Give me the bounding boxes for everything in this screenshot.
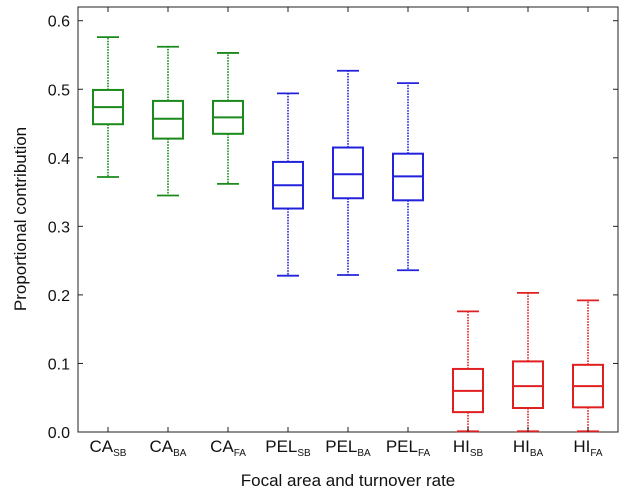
x-tick-label-main: HI bbox=[513, 437, 530, 456]
iqr-box bbox=[332, 146, 364, 200]
box-hi-ba bbox=[512, 291, 544, 433]
x-tick-label-main: CA bbox=[150, 437, 174, 456]
x-tick-label-main: CA bbox=[210, 437, 234, 456]
x-tick-label-sub: FA bbox=[418, 448, 431, 459]
box-ca-ba bbox=[152, 45, 184, 197]
x-tick-label-sub: SB bbox=[470, 448, 484, 459]
x-tick-label: CAFA bbox=[210, 437, 246, 459]
y-tick-label: 0.2 bbox=[48, 288, 70, 305]
x-tick-label: HIBA bbox=[513, 437, 544, 459]
y-tick-label: 0.6 bbox=[48, 14, 70, 31]
box-ca-sb bbox=[92, 36, 124, 178]
x-tick-label-main: PEL bbox=[325, 437, 357, 456]
x-tick-label-main: CA bbox=[90, 437, 114, 456]
x-axis-title: Focal area and turnover rate bbox=[241, 471, 456, 490]
box-pel-sb bbox=[272, 92, 304, 277]
x-tick-label: PELSB bbox=[265, 437, 311, 459]
x-tick-label-main: PEL bbox=[386, 437, 418, 456]
y-axis-title: Proportional contribution bbox=[11, 127, 30, 311]
box-hi-sb bbox=[452, 310, 484, 433]
x-tick-label-sub: SB bbox=[113, 448, 127, 459]
box-pel-fa bbox=[392, 82, 424, 272]
x-axis-tick-labels: CASB CABA CAFA PELSB PELBA PELFA HISB HIBA HIFA bbox=[90, 7, 603, 459]
x-tick-label: PELFA bbox=[386, 437, 431, 459]
x-tick-label: HIFA bbox=[573, 437, 603, 459]
box-hi-fa bbox=[572, 299, 604, 433]
x-tick-label-main: HI bbox=[453, 437, 470, 456]
y-axis-ticks: 0.0 0.1 0.2 0.3 0.4 0.5 0.6 bbox=[48, 14, 618, 442]
x-tick-label-sub: BA bbox=[357, 448, 371, 459]
iqr-box bbox=[512, 360, 544, 410]
x-tick-label: CASB bbox=[90, 437, 127, 459]
y-tick-label: 0.0 bbox=[48, 425, 70, 442]
box-series bbox=[92, 36, 604, 433]
x-tick-label: PELBA bbox=[325, 437, 371, 459]
x-tick-label-sub: BA bbox=[530, 448, 544, 459]
x-tick-label-sub: FA bbox=[590, 448, 603, 459]
y-tick-label: 0.3 bbox=[48, 219, 70, 236]
x-tick-label-main: PEL bbox=[265, 437, 297, 456]
iqr-box bbox=[152, 99, 184, 140]
y-tick-label: 0.4 bbox=[48, 151, 70, 168]
x-tick-label: HISB bbox=[453, 437, 484, 459]
x-tick-label: CABA bbox=[150, 437, 187, 459]
box-ca-fa bbox=[212, 52, 244, 185]
y-tick-label: 0.5 bbox=[48, 82, 70, 99]
y-tick-label: 0.1 bbox=[48, 356, 70, 373]
x-tick-label-sub: FA bbox=[234, 448, 247, 459]
x-tick-label-sub: SB bbox=[297, 448, 311, 459]
x-tick-label-sub: BA bbox=[173, 448, 187, 459]
x-tick-label-main: HI bbox=[573, 437, 590, 456]
box-pel-ba bbox=[332, 69, 364, 276]
